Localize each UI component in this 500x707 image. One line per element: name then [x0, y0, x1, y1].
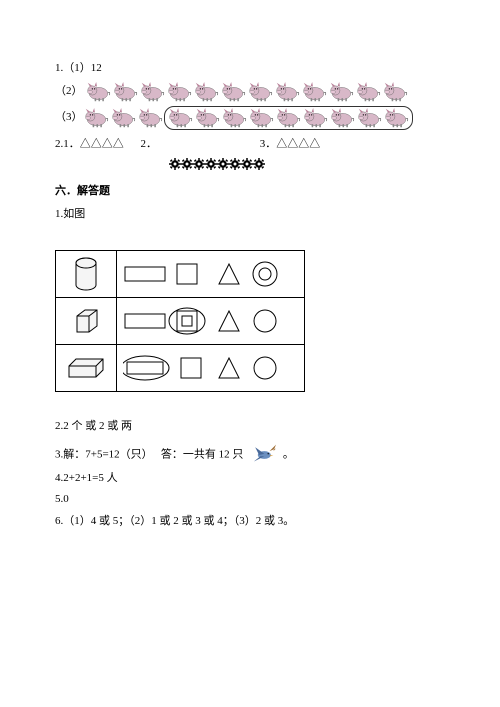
pig-icon [247, 82, 274, 102]
q2-mid: 2． [141, 138, 158, 150]
cell-shapes-row1 [117, 250, 305, 297]
pig-icon [301, 82, 328, 102]
pig-strip-3-lead [83, 108, 164, 128]
cube-icon [71, 306, 101, 336]
pig-icon [193, 82, 220, 102]
pig-icon [85, 82, 112, 102]
pig-icon [83, 108, 110, 128]
pig-icon [328, 82, 355, 102]
pig-icon [383, 108, 410, 128]
pig-icon [220, 82, 247, 102]
cylinder-icon [73, 257, 99, 291]
pig-icon [221, 108, 248, 128]
table-row [56, 250, 305, 297]
pig-icon [355, 82, 382, 102]
q2-line: 2.1．△△△△ 2． 3．△△△△ [55, 136, 445, 154]
shapes-row1 [123, 259, 293, 289]
s6-q1-label: 1.如图 [55, 206, 445, 224]
gear-icon [205, 158, 217, 170]
gear-row [169, 158, 265, 170]
shapes-row3 [123, 353, 293, 383]
gear-icon [217, 158, 229, 170]
prism-icon [66, 356, 106, 380]
q1-row3-label: （3） [55, 109, 83, 127]
table-row [56, 297, 305, 344]
pig-icon [112, 82, 139, 102]
cell-cylinder [56, 250, 117, 297]
pig-icon [248, 108, 275, 128]
q1-row3: （3） [55, 106, 445, 130]
gear-icon [181, 158, 193, 170]
q1-line1: 1.（1）12 [55, 60, 445, 78]
pig-icon [139, 82, 166, 102]
pig-icon [167, 108, 194, 128]
cell-shapes-row3 [117, 344, 305, 391]
q2-tri3: △△△△ [276, 138, 320, 150]
pig-icon [382, 82, 409, 102]
cell-cube [56, 297, 117, 344]
q2-prefix: 2.1． [55, 138, 80, 150]
section6-title: 六．解答题 [55, 183, 445, 201]
gear-icon [193, 158, 205, 170]
gear-icon [229, 158, 241, 170]
s6-q6: 6.（1）4 或 5；（2）1 或 2 或 3 或 4；（3）2 或 3。 [55, 513, 445, 531]
shapes-table [55, 250, 305, 392]
q2-tri1: △△△△ [80, 138, 124, 150]
table-row [56, 344, 305, 391]
pig-icon [137, 108, 164, 128]
s6-q3-post: 。 [283, 448, 294, 460]
q2-label3: 3． [260, 138, 277, 150]
q1-row2-label: （2） [55, 83, 83, 101]
pig-icon [302, 108, 329, 128]
pig-icon [110, 108, 137, 128]
s6-q2: 2.2 个 或 2 或 两 [55, 418, 445, 436]
s6-q3: 3.解：7+5=12（只） 答：一共有 12 只 。 [55, 444, 445, 466]
q2-gears-line [163, 155, 445, 173]
bird-icon [246, 444, 280, 466]
pig-strip-2 [85, 82, 409, 102]
s6-q5: 5.0 [55, 491, 445, 509]
pig-icon [194, 108, 221, 128]
s6-q4: 4.2+2+1=5 人 [55, 470, 445, 488]
gear-icon [169, 158, 181, 170]
pig-icon [356, 108, 383, 128]
pig-icon [275, 108, 302, 128]
cell-shapes-row2 [117, 297, 305, 344]
gear-icon [253, 158, 265, 170]
pig-icon [274, 82, 301, 102]
cell-prism [56, 344, 117, 391]
pig-icon [166, 82, 193, 102]
shapes-row2 [123, 306, 293, 336]
q1-row2: （2） [55, 82, 445, 102]
pig-strip-3-circled [164, 106, 413, 130]
s6-q3-pre: 3.解：7+5=12（只） 答：一共有 12 只 [55, 448, 243, 460]
pig-icon [329, 108, 356, 128]
gear-icon [241, 158, 253, 170]
